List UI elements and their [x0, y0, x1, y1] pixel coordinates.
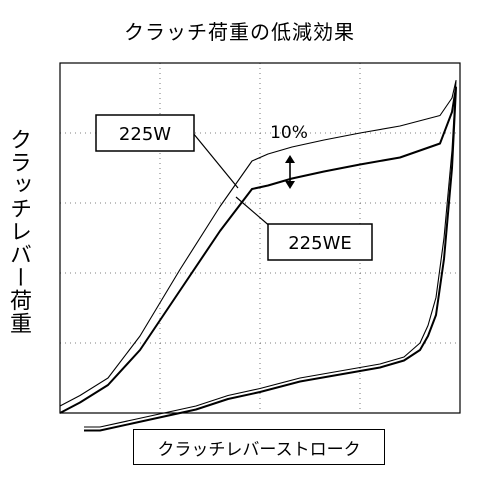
- leader-225w: [192, 132, 239, 189]
- leader-225we: [235, 196, 273, 229]
- label-10-percent: 10%: [270, 123, 308, 143]
- label-225w: 225W: [119, 124, 171, 145]
- y-axis-label: クラッチレバー荷重: [6, 128, 31, 335]
- series-layer: [59, 79, 457, 432]
- double-arrow-icon: [285, 155, 295, 189]
- label-box-225w: [95, 114, 195, 152]
- plot-frame: [59, 62, 461, 414]
- label-225we: 225WE: [288, 233, 352, 254]
- label-box-225we: [267, 223, 373, 261]
- series-line-225we: [59, 86, 457, 432]
- chart-title: クラッチ荷重の低減効果: [124, 20, 355, 44]
- x-axis-label: クラッチレバーストローク: [133, 429, 385, 465]
